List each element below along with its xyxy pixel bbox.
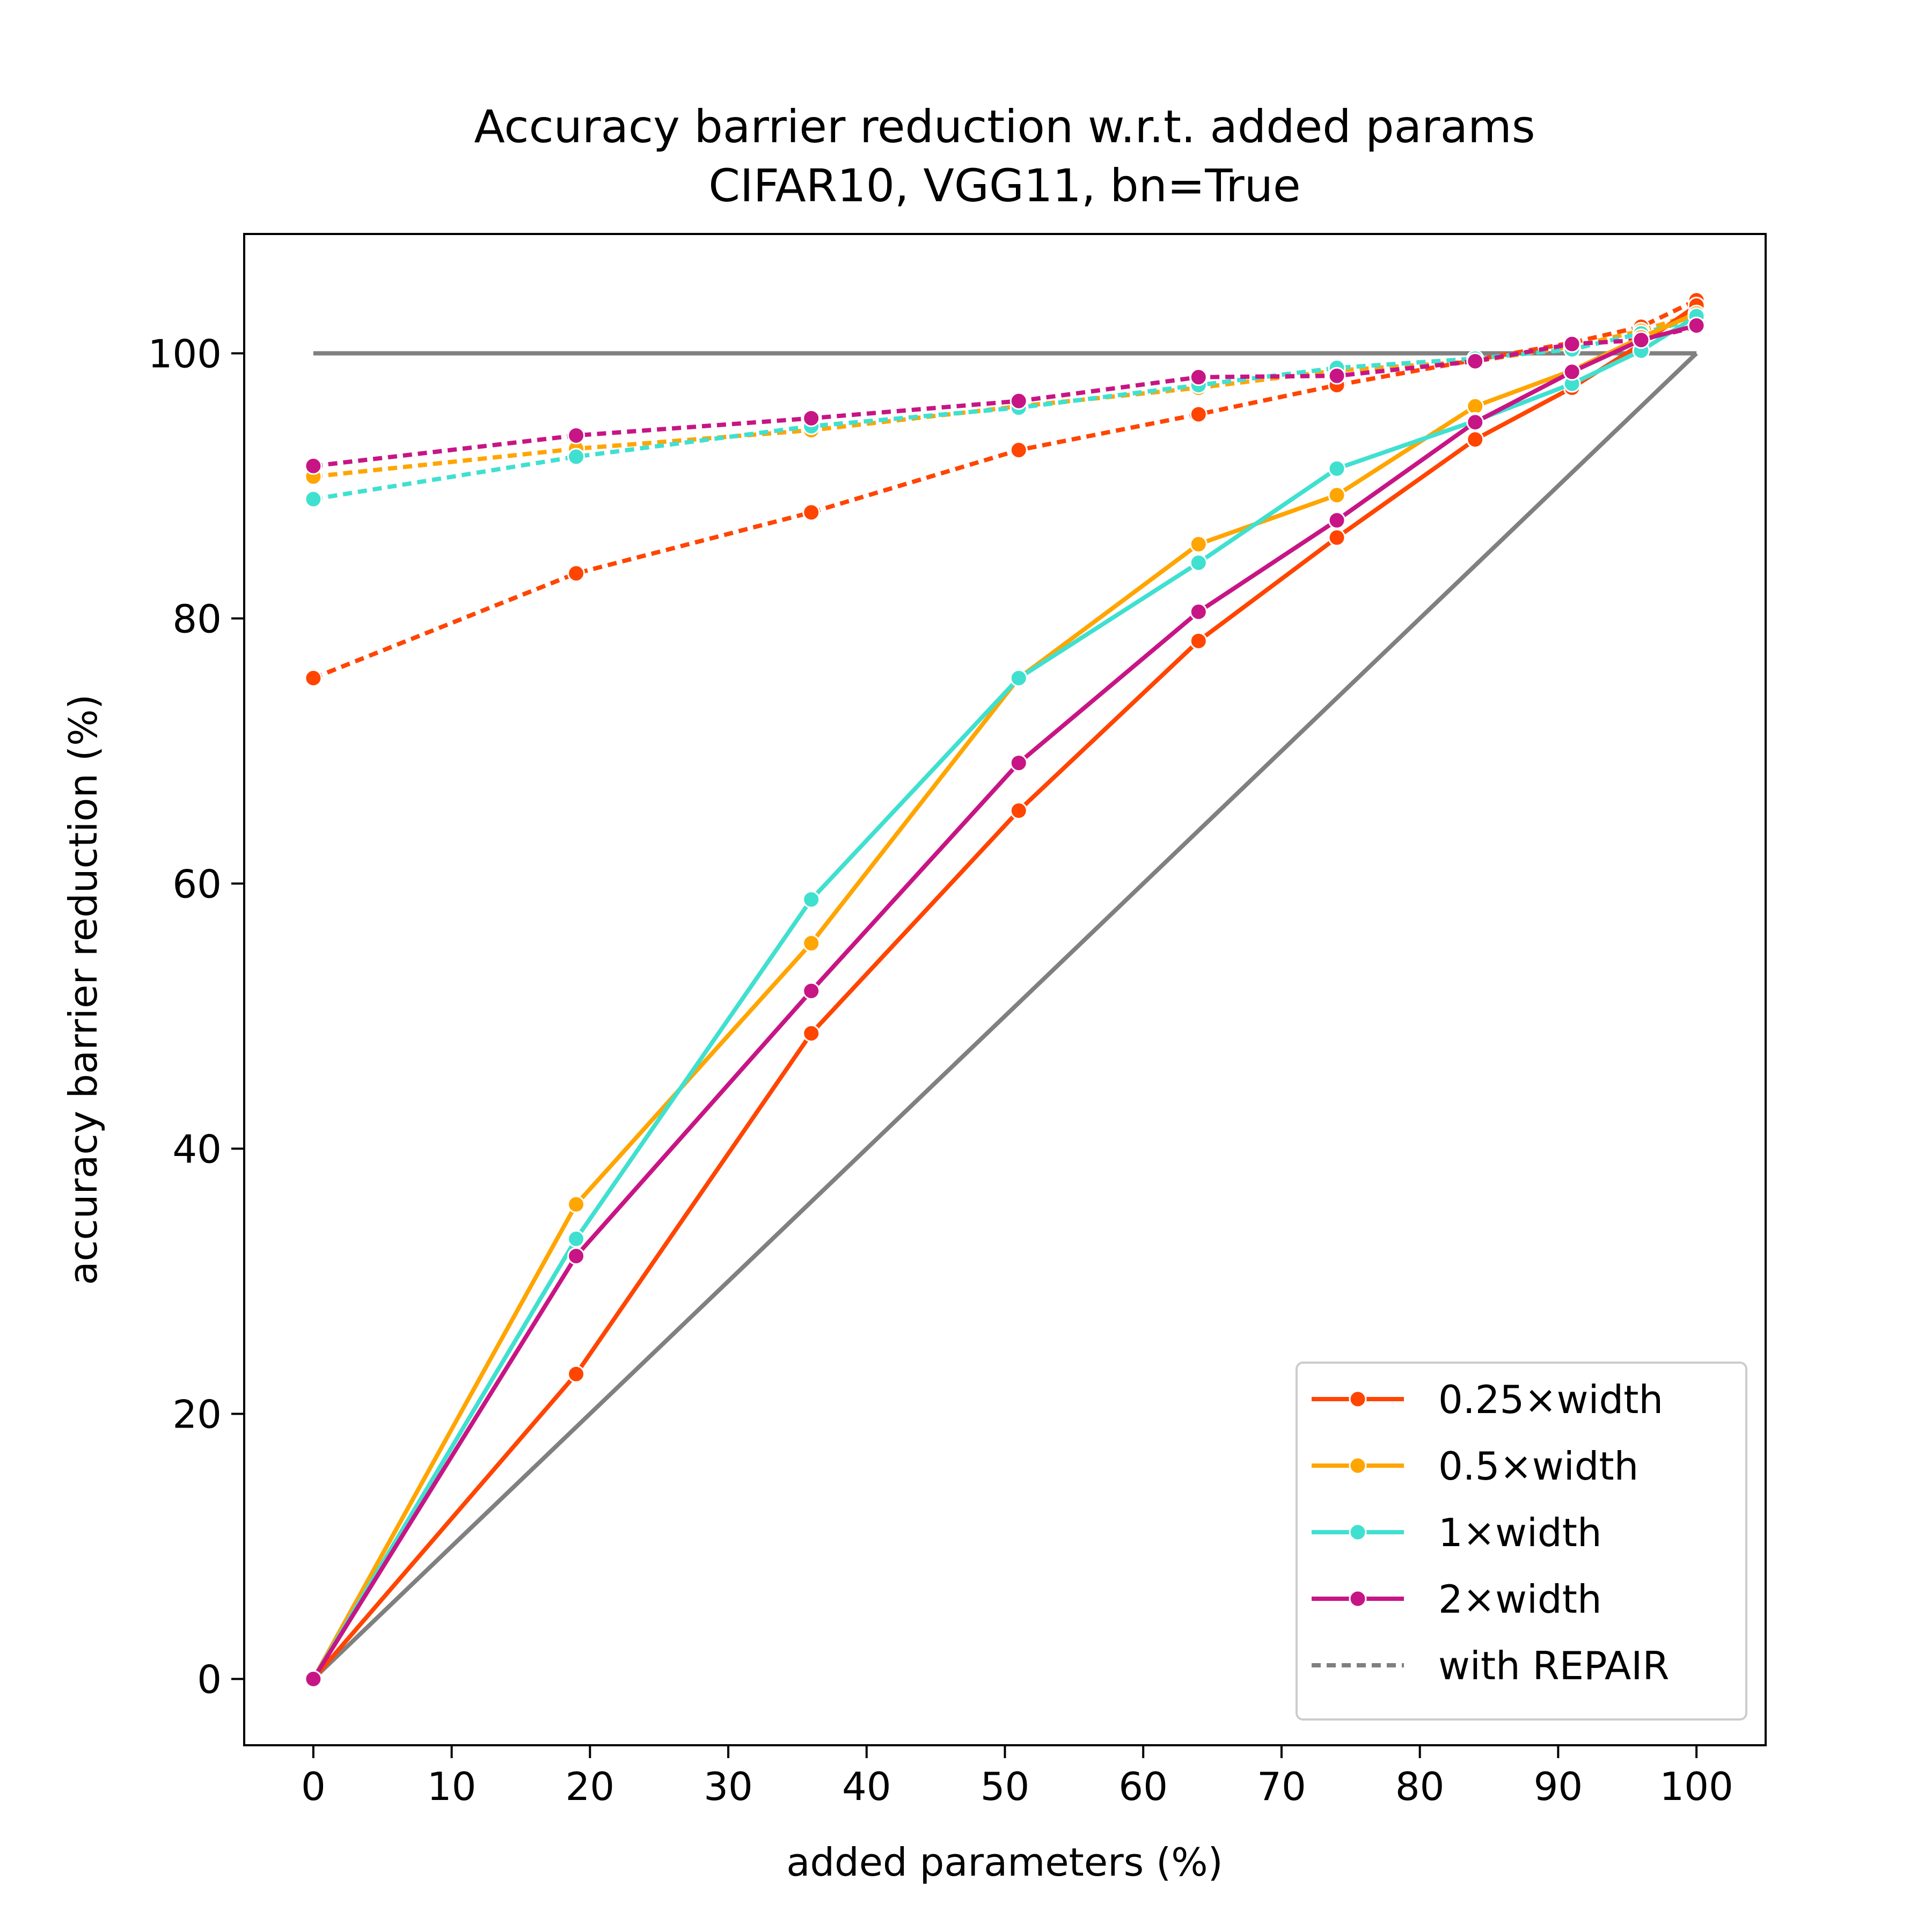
data-point-repair bbox=[1189, 405, 1208, 423]
data-point-repair bbox=[1009, 441, 1028, 459]
data-point bbox=[1189, 535, 1208, 553]
data-point bbox=[567, 1195, 586, 1213]
legend-label: with REPAIR bbox=[1438, 1643, 1670, 1688]
series-line-repair bbox=[313, 317, 1697, 501]
x-tick-label: 20 bbox=[566, 1764, 615, 1809]
data-point bbox=[567, 1365, 586, 1383]
legend-marker bbox=[1349, 1590, 1367, 1608]
data-point bbox=[1189, 554, 1208, 572]
x-axis-label: added parameters (%) bbox=[786, 1840, 1223, 1885]
x-tick-label: 0 bbox=[301, 1764, 326, 1809]
data-point-repair bbox=[567, 426, 586, 444]
y-tick-label: 60 bbox=[172, 861, 222, 906]
data-point-repair bbox=[1189, 368, 1208, 386]
x-tick-label: 40 bbox=[842, 1764, 891, 1809]
data-point bbox=[1009, 802, 1028, 820]
data-point bbox=[1328, 486, 1346, 504]
data-point-repair bbox=[304, 457, 323, 475]
legend: 0.25×width 0.5×width 1×width 2×width with RE… bbox=[1296, 1362, 1747, 1721]
data-point bbox=[1466, 397, 1484, 415]
x-axis: 0 10 20 30 40 50 60 70 80 90 100 bbox=[301, 1745, 1733, 1809]
data-point-repair bbox=[304, 490, 323, 508]
x-tick-label: 80 bbox=[1395, 1764, 1445, 1809]
data-point bbox=[1466, 430, 1484, 449]
data-point-repair bbox=[1466, 352, 1484, 370]
x-tick-label: 10 bbox=[427, 1764, 477, 1809]
data-point bbox=[1563, 363, 1581, 381]
data-point-repair bbox=[802, 503, 821, 522]
data-point bbox=[1189, 632, 1208, 650]
data-point bbox=[1632, 331, 1650, 349]
y-tick-label: 80 bbox=[172, 596, 222, 641]
chart-title: Accuracy barrier reduction w.r.t. added … bbox=[474, 100, 1535, 153]
data-point-repair bbox=[802, 409, 821, 427]
data-point bbox=[1466, 413, 1484, 431]
reference-line-diagonal bbox=[312, 352, 1698, 1681]
data-point bbox=[802, 890, 821, 909]
x-tick-label: 90 bbox=[1534, 1764, 1583, 1809]
legend-label: 1×width bbox=[1438, 1510, 1602, 1555]
x-tick-label: 70 bbox=[1257, 1764, 1306, 1809]
data-point bbox=[802, 982, 821, 1000]
x-tick-label: 30 bbox=[704, 1764, 753, 1809]
data-point bbox=[1328, 529, 1346, 547]
data-point-repair bbox=[304, 669, 323, 687]
data-point bbox=[1009, 754, 1028, 772]
series-line-repair bbox=[312, 298, 1697, 680]
series-line bbox=[311, 323, 1697, 1680]
series-line-repair bbox=[313, 325, 1697, 469]
x-tick-label: 100 bbox=[1659, 1764, 1733, 1809]
y-tick-label: 100 bbox=[148, 331, 222, 376]
plot-area bbox=[304, 291, 1706, 1688]
data-point bbox=[1328, 511, 1346, 530]
legend-box bbox=[1296, 1362, 1747, 1721]
data-point bbox=[1687, 316, 1706, 334]
data-point bbox=[567, 1230, 586, 1248]
data-point bbox=[304, 1670, 323, 1688]
data-point bbox=[1009, 669, 1028, 687]
legend-marker bbox=[1349, 1390, 1367, 1408]
data-point bbox=[1328, 459, 1346, 478]
data-point-repair bbox=[1328, 367, 1346, 385]
data-point-repair bbox=[567, 448, 586, 466]
legend-label: 2×width bbox=[1438, 1577, 1602, 1622]
data-point bbox=[802, 1024, 821, 1043]
data-point-repair bbox=[567, 564, 586, 582]
y-tick-label: 0 bbox=[197, 1657, 222, 1702]
y-axis-label: accuracy barrier reduction (%) bbox=[61, 694, 106, 1285]
legend-marker bbox=[1349, 1457, 1367, 1475]
data-point-repair bbox=[1009, 392, 1028, 410]
data-point bbox=[1189, 603, 1208, 621]
y-tick-label: 40 bbox=[172, 1126, 222, 1172]
chart-subtitle: CIFAR10, VGG11, bn=True bbox=[708, 159, 1300, 212]
data-point bbox=[802, 934, 821, 953]
data-point-repair bbox=[1563, 335, 1581, 353]
legend-label: 0.25×width bbox=[1438, 1377, 1663, 1422]
y-axis: 0 20 40 60 80 100 bbox=[148, 331, 244, 1702]
x-tick-label: 50 bbox=[980, 1764, 1030, 1809]
legend-label: 0.5×width bbox=[1438, 1444, 1638, 1489]
x-tick-label: 60 bbox=[1118, 1764, 1168, 1809]
legend-marker bbox=[1349, 1523, 1367, 1541]
series-line bbox=[311, 314, 1698, 1680]
series-line-repair bbox=[313, 311, 1697, 479]
y-tick-label: 20 bbox=[172, 1392, 222, 1437]
data-point bbox=[567, 1247, 586, 1265]
